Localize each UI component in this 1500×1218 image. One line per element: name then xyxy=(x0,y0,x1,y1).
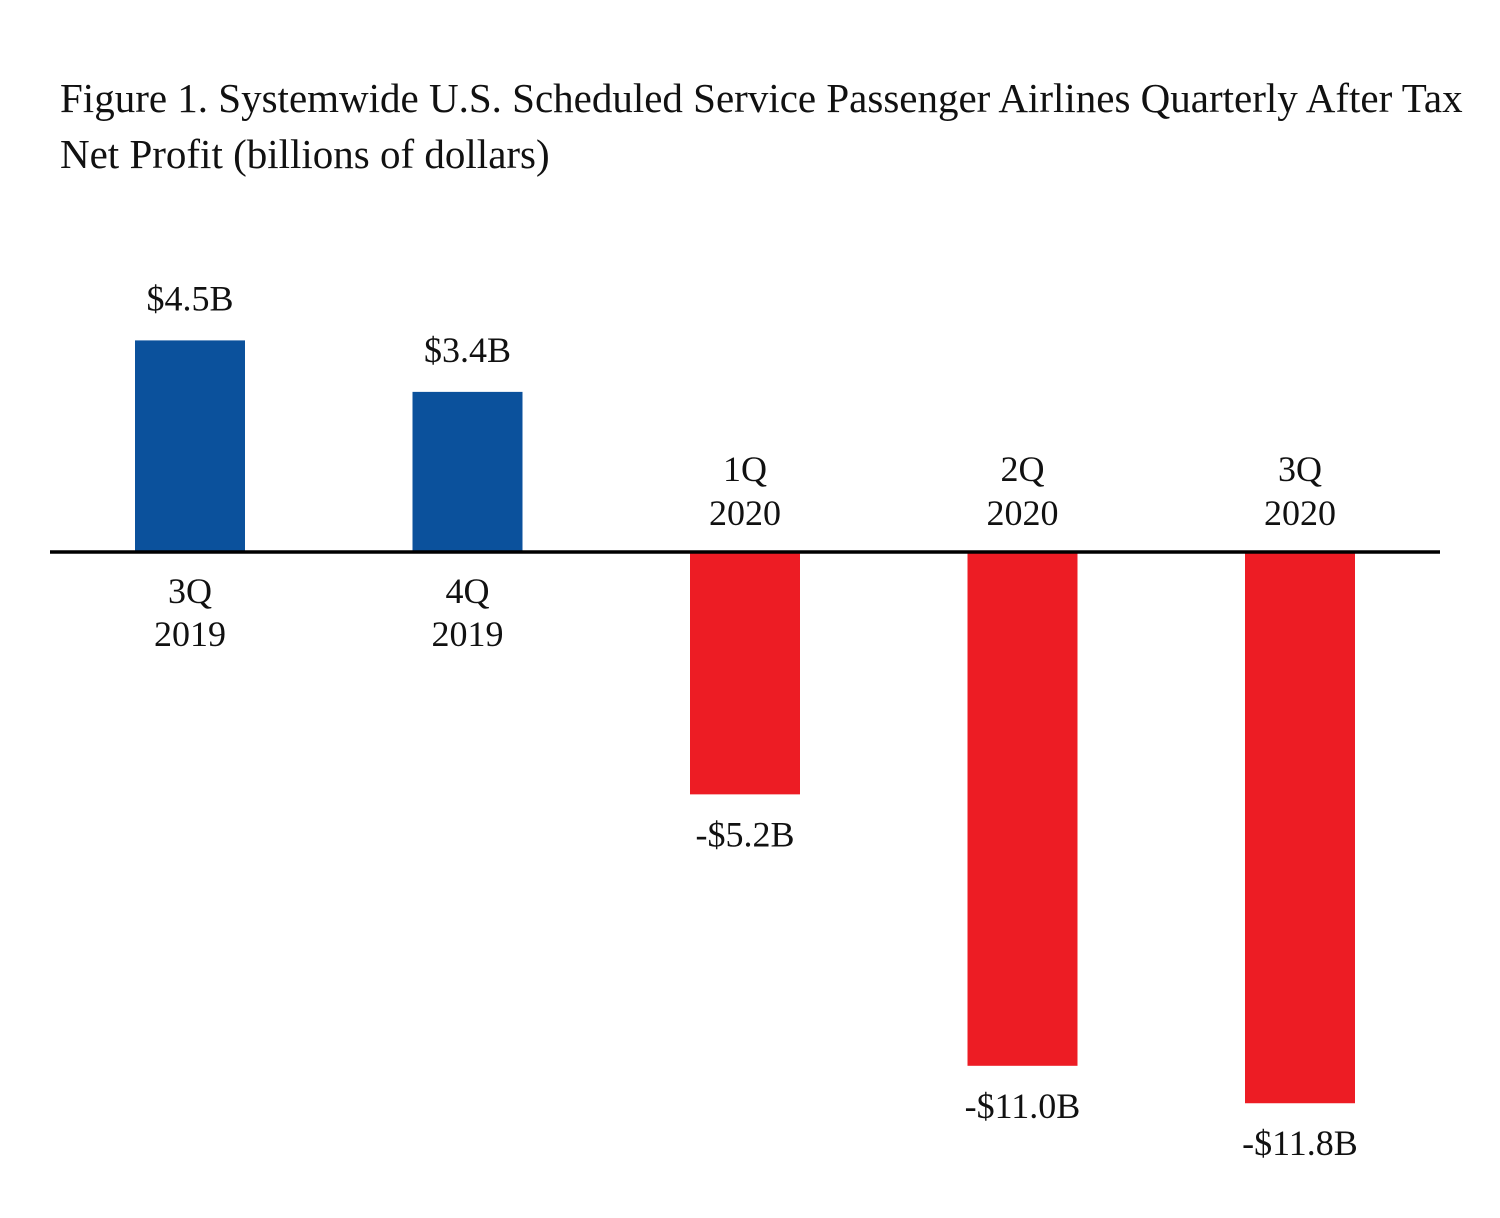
category-label-year: 2020 xyxy=(709,493,781,533)
bar xyxy=(135,340,245,551)
chart-title: Figure 1. Systemwide U.S. Scheduled Serv… xyxy=(60,75,1463,177)
data-label: $3.4B xyxy=(424,330,511,370)
category-label-year: 2019 xyxy=(154,614,226,654)
bar xyxy=(412,391,523,551)
data-label: $4.5B xyxy=(146,278,233,318)
category-label-year: 2020 xyxy=(1264,493,1336,533)
category-label-quarter: 3Q xyxy=(168,571,212,611)
category-label-quarter: 3Q xyxy=(1278,449,1322,489)
category-label-year: 2019 xyxy=(432,614,504,654)
bar xyxy=(1245,551,1355,1104)
bar xyxy=(690,551,800,795)
data-label: -$11.8B xyxy=(1242,1123,1358,1163)
category-label-quarter: 2Q xyxy=(1001,449,1045,489)
category-label-year: 2020 xyxy=(987,493,1059,533)
data-label: -$5.2B xyxy=(696,814,795,854)
data-label: -$11.0B xyxy=(965,1086,1081,1126)
category-label-quarter: 4Q xyxy=(446,571,490,611)
category-label-quarter: 1Q xyxy=(723,449,767,489)
bar xyxy=(967,551,1078,1066)
